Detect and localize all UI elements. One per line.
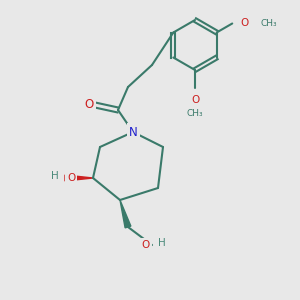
Text: O: O — [84, 98, 94, 112]
Text: O: O — [240, 19, 248, 28]
Text: H: H — [51, 171, 59, 181]
Text: H: H — [158, 238, 166, 248]
Text: O: O — [67, 173, 75, 183]
Polygon shape — [120, 200, 131, 228]
Text: CH₃: CH₃ — [187, 110, 203, 118]
Text: O: O — [142, 240, 150, 250]
Text: O: O — [191, 95, 199, 105]
Polygon shape — [65, 175, 93, 181]
Text: CH₃: CH₃ — [260, 19, 277, 28]
Text: N: N — [129, 125, 137, 139]
